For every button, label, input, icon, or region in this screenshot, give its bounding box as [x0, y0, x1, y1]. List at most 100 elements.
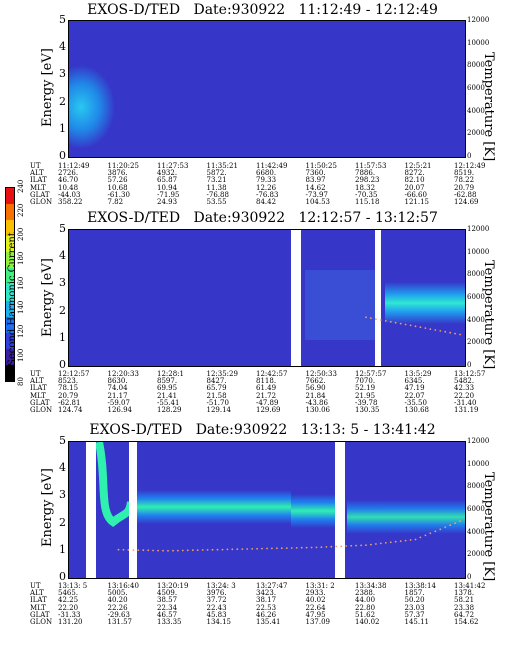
table-cell: 12:12:57: [58, 370, 90, 378]
panel2-gap-1: [291, 230, 301, 366]
table-cell: 13:13: 5: [58, 582, 88, 590]
temperature-point: [394, 540, 397, 543]
temperature-point: [276, 547, 278, 550]
table-cell: 128.29: [157, 406, 182, 414]
temperature-point: [355, 544, 357, 547]
temperature-point: [335, 545, 338, 548]
temperature-point: [216, 548, 219, 551]
colorbar-tick: 220: [17, 203, 25, 218]
table-cell: 24.93: [157, 198, 178, 206]
table-cell: 12:12:49: [454, 162, 486, 170]
temperature-point: [147, 549, 150, 552]
table-cell: 4932.: [157, 169, 178, 178]
table-cell: 47.95: [305, 610, 326, 619]
colorbar-tick: 140: [17, 300, 25, 314]
table-cell: -61.30: [107, 190, 130, 199]
y-tick-label: 4: [59, 461, 66, 475]
table-cell: 130.35: [355, 406, 380, 414]
table-cell: 42.33: [454, 384, 475, 393]
row-label: UT: [30, 582, 41, 590]
colorbar-swatch: [6, 364, 14, 381]
y-tick-label: 1: [59, 542, 66, 556]
temperature-point: [459, 333, 461, 336]
panel1-peak-blob: [69, 65, 115, 149]
temperature-point: [221, 548, 224, 551]
table-cell: 124.69: [454, 198, 479, 206]
table-cell: 52.19: [355, 384, 376, 393]
temperature-point: [389, 541, 392, 544]
temperature-point: [384, 542, 387, 544]
table-cell: 69.95: [157, 384, 178, 393]
table-cell: 20.07: [404, 183, 425, 192]
table-cell: 74.04: [107, 384, 128, 393]
table-cell: -47.89: [256, 398, 279, 407]
temperature-point: [414, 325, 417, 328]
temperature-tick-label: 10000: [467, 38, 490, 47]
table-cell: 124.74: [58, 406, 83, 414]
temperature-point: [290, 547, 293, 549]
table-cell: -39.78: [355, 398, 378, 407]
temperature-point: [142, 549, 145, 552]
temperature-tick-label: 12000: [467, 16, 490, 24]
table-cell: -44.03: [58, 190, 81, 199]
colorbar-tick: 240: [17, 179, 25, 193]
temperature-tick-label: 12000: [467, 437, 490, 445]
panel2-title: EXOS-D/TED Date:930922 12:12:57 - 13:12:…: [87, 210, 438, 226]
temperature-tick-label: 2000: [467, 550, 485, 559]
temperature-point: [132, 549, 135, 551]
table-cell: 2726.: [58, 169, 79, 178]
table-cell: 84.42: [256, 198, 277, 206]
temperature-point: [320, 546, 323, 549]
temperature-point: [350, 544, 353, 547]
table-cell: 22.07: [404, 391, 425, 400]
table-cell: 23.03: [404, 603, 425, 612]
table-cell: 22.26: [107, 603, 128, 612]
temperature-point: [360, 544, 362, 547]
table-cell: 131.20: [58, 618, 83, 626]
table-cell: 53.55: [206, 198, 227, 206]
table-cell: 11:42:49: [256, 162, 288, 170]
temperature-point: [300, 546, 303, 549]
colorbar-swatch: [6, 300, 14, 317]
row-label: UT: [30, 162, 41, 170]
panel3-title: EXOS-D/TED Date:930922 13:13: 5 - 13:41:…: [89, 422, 436, 438]
table-cell: 129.14: [206, 406, 232, 414]
temperature-tick-label: 4000: [467, 315, 485, 324]
table-cell: -29.63: [107, 610, 130, 619]
temperature-point: [454, 332, 456, 335]
colorbar-tick: 160: [17, 276, 25, 290]
table-cell: 11:20:25: [107, 162, 139, 170]
colorbar-tick: 80: [17, 377, 25, 386]
table-cell: 45.83: [206, 610, 227, 619]
panel3-gap-2: [129, 442, 137, 578]
table-cell: 11:35:21: [206, 162, 238, 170]
table-cell: 22.53: [256, 603, 277, 612]
colorbar-swatch: [6, 252, 14, 269]
row-label: GLAT: [30, 190, 50, 199]
panel2-band: [385, 282, 465, 324]
temperature-point: [384, 320, 387, 322]
table-cell: 13:34:38: [355, 582, 387, 590]
panel3-dispersion: [95, 442, 135, 528]
table-cell: 22.80: [355, 603, 376, 612]
table-cell: 21.58: [206, 391, 227, 400]
table-cell: 21.41: [157, 391, 178, 400]
temperature-point: [196, 549, 199, 551]
temperature-point: [454, 522, 456, 524]
temperature-point: [137, 549, 140, 551]
row-label: GLAT: [30, 398, 50, 407]
table-cell: -66.60: [404, 190, 427, 199]
y-tick-label: 0: [59, 358, 66, 371]
temperature-point: [449, 524, 452, 527]
y-tick-label: 3: [59, 276, 66, 290]
temperature-point: [295, 547, 298, 549]
temperature-point: [172, 549, 174, 552]
table-cell: 78.15: [58, 384, 79, 393]
table-cell: 7662.: [305, 377, 326, 386]
table-cell: 5872.: [206, 169, 227, 178]
temperature-point: [389, 320, 392, 323]
row-label: UT: [30, 370, 41, 378]
temperature-point: [162, 549, 164, 552]
panel2-heatmap: [291, 230, 465, 366]
row-label: MLT: [30, 183, 46, 192]
